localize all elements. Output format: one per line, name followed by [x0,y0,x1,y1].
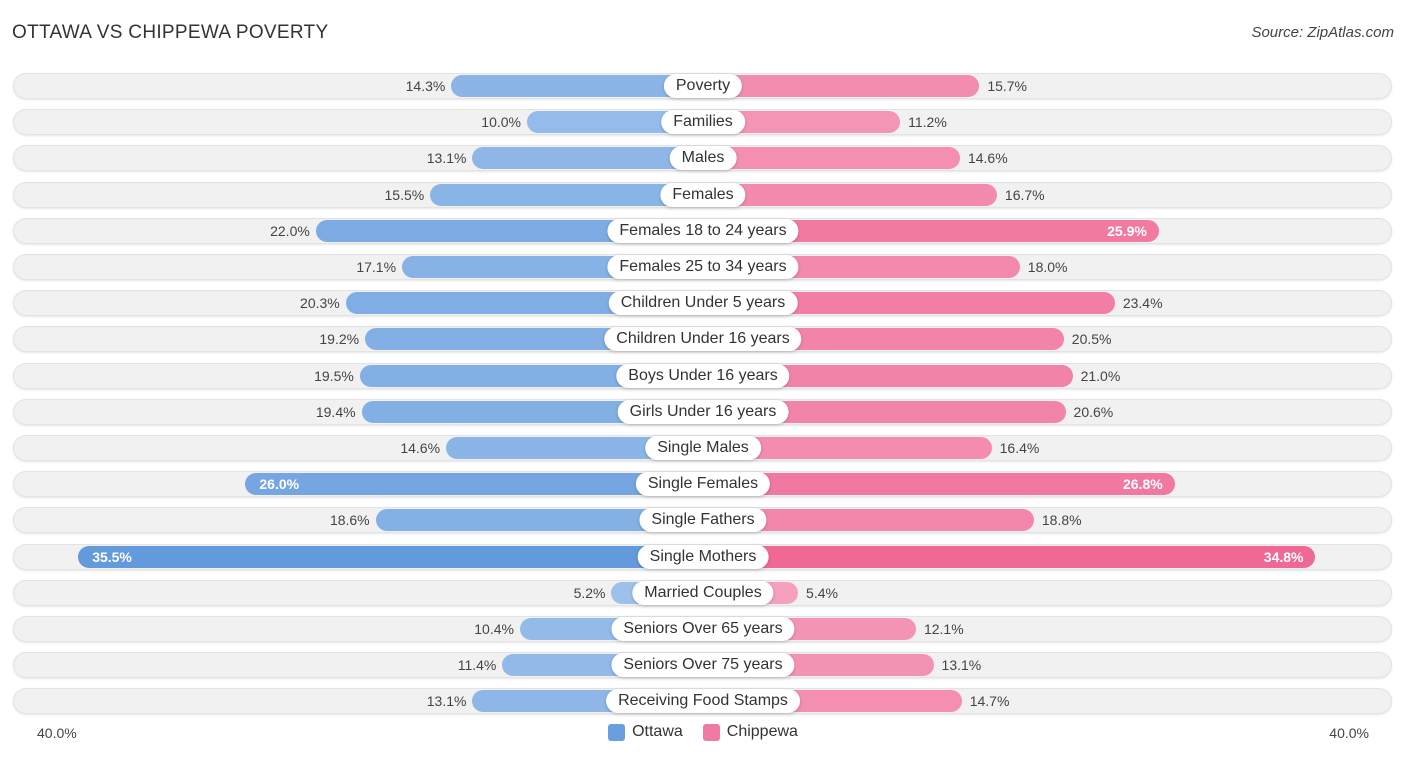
category-label-males: Males [669,146,737,171]
category-label-single-males: Single Males [645,436,761,460]
axis-label-right: 40.0% [1329,725,1369,741]
bar-ottawa-poverty[interactable] [451,75,703,97]
value-label-ottawa-families: 10.0% [481,114,521,131]
value-label-chippewa-females-18-to-24-years: 25.9% [1107,222,1147,239]
legend: Ottawa Chippewa [0,723,1406,741]
bar-chippewa-single-mothers[interactable] [703,545,1316,568]
value-label-ottawa-males: 13.1% [426,150,467,167]
bar-chippewa-single-males[interactable] [703,437,992,459]
value-label-chippewa-females-25-to-34-years: 18.0% [1027,259,1068,275]
value-label-chippewa-children-under-5-years: 23.4% [1122,295,1163,312]
legend-item-ottawa[interactable]: Ottawa [608,723,683,741]
chart-title: OTTAWA VS CHIPPEWA POVERTY [12,22,329,43]
bar-chippewa-poverty[interactable] [703,75,980,97]
category-label-poverty: Poverty [663,74,743,98]
bar-chippewa-single-females[interactable] [703,473,1175,496]
axis-label-left: 40.0% [37,725,77,741]
value-label-chippewa-females: 16.7% [1004,186,1045,203]
value-label-ottawa-seniors-over-65-years: 10.4% [474,621,514,637]
value-label-chippewa-seniors-over-75-years: 13.1% [941,657,982,674]
category-label-seniors-over-75-years: Seniors Over 75 years [611,653,795,678]
value-label-chippewa-single-males: 16.4% [999,440,1040,456]
bar-chippewa-females[interactable] [703,183,997,206]
category-label-families: Families [661,110,745,135]
category-label-single-mothers: Single Mothers [637,544,769,569]
bar-ottawa-single-males[interactable] [446,437,703,459]
value-label-chippewa-males: 14.6% [967,150,1008,167]
value-label-chippewa-families: 11.2% [908,114,947,131]
legend-swatch-chippewa [702,723,720,741]
bar-ottawa-single-females[interactable] [245,473,703,496]
value-label-ottawa-receiving-food-stamps: 13.1% [426,693,467,710]
category-label-girls-under-16-years: Girls Under 16 years [617,399,789,424]
bar-chippewa-males[interactable] [703,147,960,170]
category-label-children-under-5-years: Children Under 5 years [608,291,798,316]
value-label-chippewa-single-mothers: 34.8% [1263,548,1304,565]
value-label-ottawa-single-mothers: 35.5% [92,548,132,565]
value-label-chippewa-single-females: 26.8% [1122,476,1163,493]
legend-label-ottawa: Ottawa [632,723,683,740]
value-label-ottawa-girls-under-16-years: 19.4% [315,403,356,420]
value-label-chippewa-children-under-16-years: 20.5% [1071,331,1112,348]
value-label-chippewa-boys-under-16-years: 21.0% [1080,367,1121,384]
bar-ottawa-males[interactable] [472,147,703,170]
value-label-chippewa-poverty: 15.7% [987,78,1028,94]
value-label-ottawa-single-males: 14.6% [400,440,441,456]
value-label-ottawa-single-fathers: 18.6% [329,512,370,529]
category-label-females-18-to-24-years: Females 18 to 24 years [607,218,799,243]
bar-chippewa-boys-under-16-years[interactable] [703,364,1073,387]
bar-chippewa-females-18-to-24-years[interactable] [703,219,1159,242]
value-label-ottawa-females: 15.5% [384,186,425,203]
category-label-single-females: Single Females [635,472,771,497]
category-label-married-couples: Married Couples [632,580,774,605]
bar-ottawa-females-18-to-24-years[interactable] [315,219,703,242]
value-label-ottawa-females-25-to-34-years: 17.1% [356,259,397,275]
value-label-ottawa-females-18-to-24-years: 22.0% [270,222,310,239]
value-label-ottawa-children-under-16-years: 19.2% [319,331,360,348]
category-label-boys-under-16-years: Boys Under 16 years [616,363,790,388]
value-label-chippewa-girls-under-16-years: 20.6% [1073,403,1114,420]
value-label-ottawa-boys-under-16-years: 19.5% [314,367,354,384]
category-label-females: Females [660,182,746,207]
category-label-children-under-16-years: Children Under 16 years [604,327,802,352]
bar-ottawa-single-fathers[interactable] [375,509,703,532]
legend-label-chippewa: Chippewa [726,723,798,740]
bar-chippewa-families[interactable] [703,111,901,134]
category-label-seniors-over-65-years: Seniors Over 65 years [611,617,795,641]
legend-swatch-ottawa [608,723,626,741]
value-label-ottawa-single-females: 26.0% [259,476,300,493]
value-label-ottawa-married-couples: 5.2% [573,584,606,601]
legend-item-chippewa[interactable]: Chippewa [702,723,798,741]
value-label-ottawa-children-under-5-years: 20.3% [300,295,340,312]
value-label-chippewa-seniors-over-65-years: 12.1% [923,621,964,637]
chart-source: Source: ZipAtlas.com [1251,24,1394,41]
category-label-single-fathers: Single Fathers [639,508,767,533]
bar-ottawa-girls-under-16-years[interactable] [361,400,703,423]
bar-chippewa-children-under-5-years[interactable] [703,292,1115,315]
value-label-ottawa-poverty: 14.3% [405,78,446,94]
value-label-ottawa-seniors-over-75-years: 11.4% [457,657,497,674]
bar-chippewa-single-fathers[interactable] [703,509,1034,532]
category-label-females-25-to-34-years: Females 25 to 34 years [607,255,799,279]
bar-ottawa-single-mothers[interactable] [78,545,703,568]
category-label-receiving-food-stamps: Receiving Food Stamps [606,689,800,714]
value-label-chippewa-receiving-food-stamps: 14.7% [969,693,1010,710]
value-label-chippewa-married-couples: 5.4% [806,584,838,601]
bar-ottawa-families[interactable] [527,111,703,134]
value-label-chippewa-single-fathers: 18.8% [1041,512,1082,529]
bar-ottawa-females[interactable] [430,183,703,206]
bar-chippewa-girls-under-16-years[interactable] [703,400,1066,423]
